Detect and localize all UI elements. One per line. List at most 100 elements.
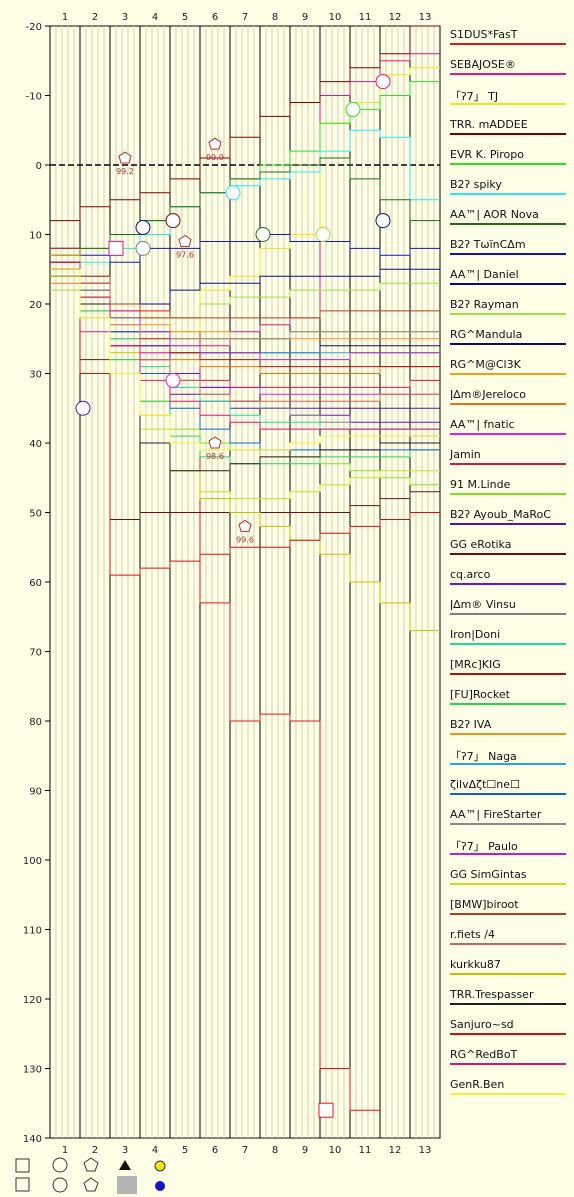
lane-label-top: 9 (302, 12, 308, 23)
legend-item: ǀ∆m®Jereloco (448, 386, 568, 416)
lane-label-bottom: 11 (359, 1145, 372, 1156)
legend-item: kurkku87 (448, 956, 568, 986)
legend-item: B2ʔ TωïnCΔm (448, 236, 568, 266)
triangle-key-icon (119, 1160, 131, 1170)
position-marker (345, 101, 361, 117)
legend-label: AA™| fnatic (450, 418, 515, 431)
lane-label-top: 8 (272, 12, 278, 23)
legend-swatch (450, 373, 566, 375)
legend-label: RG^M@Cl3K (450, 358, 521, 371)
y-tick-label: 10 (29, 231, 42, 242)
legend-swatch (450, 883, 566, 885)
legend-item: ǀ∆m® Vinsu (448, 596, 568, 626)
lane-label-top: 3 (122, 12, 128, 23)
legend-item: RG^Mandula (448, 326, 568, 356)
legend-swatch (450, 1063, 566, 1065)
marker-key (15, 1157, 166, 1194)
lane-label-top: 11 (359, 12, 372, 23)
series-line (50, 247, 440, 319)
y-tick-label: -20 (26, 22, 42, 33)
lane-label-top: 4 (152, 12, 158, 23)
pentagon-key-icon-2 (83, 1177, 99, 1192)
legend-swatch (450, 643, 566, 645)
legend-item: 91 M.Linde (448, 476, 568, 506)
pentagon-marker (208, 137, 222, 150)
legend-label: Jamin (450, 448, 481, 461)
lane-label-bottom: 9 (302, 1145, 308, 1156)
legend-swatch (450, 493, 566, 495)
legend-item: ζilvΔζt☐ne☐ (448, 776, 568, 806)
pentagon-marker (238, 519, 252, 532)
legend-item: TRR.Trespasser (448, 986, 568, 1016)
series-line (50, 268, 440, 576)
legend-swatch (450, 523, 566, 525)
legend-item: B2ʔ IVA (448, 716, 568, 746)
legend-item: Sanjuro~sd (448, 1016, 568, 1046)
chart-grid (49, 25, 441, 1139)
plot-area (49, 25, 441, 1139)
y-tick-label: 120 (23, 995, 42, 1006)
legend-swatch (450, 733, 566, 735)
circle-key-icon-2 (52, 1177, 68, 1193)
legend-item: SEBAJOSE® (448, 56, 568, 86)
y-tick-label: 110 (23, 926, 42, 937)
legend-swatch (450, 463, 566, 465)
legend-swatch (450, 763, 566, 765)
series-line (50, 157, 440, 263)
legend-swatch (450, 973, 566, 975)
lane-label-top: 2 (92, 12, 98, 23)
pentagon-key-icon (83, 1157, 99, 1172)
legend-label: ǀ∆m®Jereloco (450, 388, 526, 401)
legend-label: 「ʔ7」 Paulo (450, 840, 518, 853)
position-marker (135, 240, 151, 256)
position-marker (165, 372, 181, 388)
lane-label-bottom: 3 (122, 1145, 128, 1156)
legend-item: EVR K. Piropo (448, 146, 568, 176)
y-tick-label: 60 (29, 578, 42, 589)
y-tick-label: 0 (36, 161, 42, 172)
legend-item: B2ʔ Ayoub_MaRoC (448, 506, 568, 536)
legend-label: B2ʔ Ayoub_MaRoC (450, 508, 551, 521)
position-marker (135, 220, 151, 236)
legend-item: r.fiets /4 (448, 926, 568, 956)
legend-label: RG^RedBoT (450, 1048, 518, 1061)
legend-item: AA™| FireStarter (448, 806, 568, 836)
legend-swatch (450, 163, 566, 165)
lane-label-top: 6 (212, 12, 218, 23)
y-tick-label: 90 (29, 787, 42, 798)
legend-label: cq.arco (450, 568, 491, 581)
lane-label-top: 13 (419, 12, 432, 23)
legend-label: B2ʔ Rayman (450, 298, 519, 311)
legend-swatch (450, 193, 566, 195)
legend-swatch (450, 103, 566, 105)
legend-label: S1DUS*FasT (450, 28, 518, 41)
legend-label: 「ʔ7」 Naga (450, 750, 517, 763)
legend-item: AA™| Daniel (448, 266, 568, 296)
legend-label: SEBAJOSE® (450, 58, 516, 71)
legend-swatch (450, 613, 566, 615)
legend-item: cq.arco (448, 566, 568, 596)
legend-label: [MRc]KIG (450, 658, 501, 671)
legend-swatch (450, 223, 566, 225)
annotation-label: 99.9 (206, 153, 224, 162)
annotation-label: 99.6 (236, 535, 254, 544)
legend-item: 「ʔ7」 Paulo (448, 836, 568, 866)
legend-swatch (450, 433, 566, 435)
series-line (50, 261, 440, 430)
legend-item: B2ʔ spiky (448, 176, 568, 206)
square-key-icon-2 (15, 1177, 30, 1192)
lane-label-bottom: 2 (92, 1145, 98, 1156)
square-marker (318, 1102, 334, 1118)
legend-swatch (450, 133, 566, 135)
legend-item: AA™| fnatic (448, 416, 568, 446)
square-marker (108, 240, 124, 256)
lane-label-bottom: 8 (272, 1145, 278, 1156)
lane-label-bottom: 10 (329, 1145, 342, 1156)
y-tick-label: 30 (29, 370, 42, 381)
chart-axes: -20-100102030405060708090100110120130140… (23, 12, 431, 1156)
circle-key-icon (52, 1157, 68, 1173)
lane-label-top: 10 (329, 12, 342, 23)
legend-label: r.fiets /4 (450, 928, 495, 941)
legend-swatch (450, 583, 566, 585)
